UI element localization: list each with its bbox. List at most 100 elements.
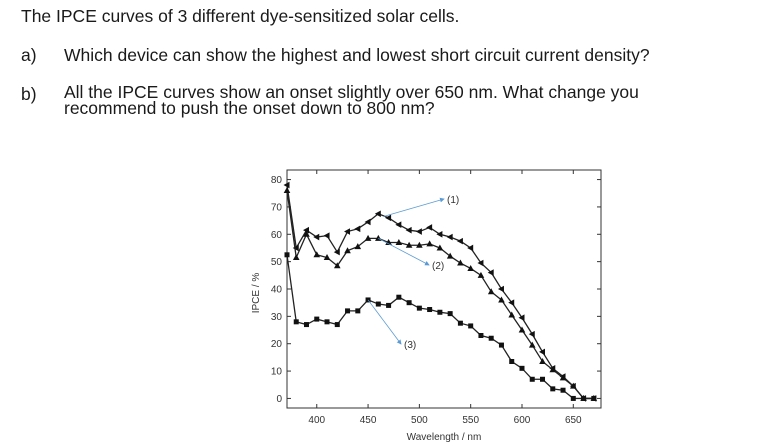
data-point-square [303, 322, 309, 328]
data-point-left-triangle [292, 244, 299, 252]
series-line-3 [286, 254, 594, 400]
data-point-square [540, 376, 546, 382]
data-point-left-triangle [477, 259, 484, 267]
y-tick-label: 10 [271, 367, 283, 378]
data-point-left-triangle [283, 181, 290, 189]
y-tick-label: 40 [271, 285, 283, 296]
data-point-left-triangle [518, 314, 525, 322]
data-point-triangle [354, 243, 362, 250]
data-point-triangle [477, 271, 485, 278]
data-point-triangle [528, 341, 536, 348]
x-tick-label: 400 [308, 415, 325, 426]
data-point-triangle [344, 247, 351, 254]
y-tick-label: 60 [271, 230, 283, 241]
data-point-left-triangle [354, 225, 361, 233]
data-point-square [314, 316, 320, 322]
x-tick-label: 650 [565, 415, 582, 426]
data-point-triangle [559, 374, 567, 381]
plot-frame [286, 169, 602, 409]
data-point-square [334, 322, 340, 328]
data-point-triangle [549, 366, 557, 373]
data-point-left-triangle [374, 210, 381, 218]
x-tick-label: 450 [360, 415, 377, 426]
data-point-left-triangle [323, 232, 330, 239]
data-point-triangle [364, 234, 372, 241]
question-b-label: b) [21, 84, 37, 104]
y-tick-label: 50 [271, 257, 283, 268]
data-point-triangle [518, 326, 526, 333]
y-tick-label: 20 [271, 339, 283, 350]
y-tick-label: 0 [276, 394, 282, 405]
data-point-left-triangle [364, 218, 371, 226]
data-point-square [468, 323, 474, 329]
data-point-left-triangle [508, 299, 515, 306]
data-point-triangle [323, 254, 331, 261]
data-point-square [529, 376, 535, 382]
data-point-square [560, 387, 566, 393]
data-point-square [345, 308, 351, 314]
annotation-arrow [367, 299, 402, 345]
annotation-label: (2) [432, 261, 444, 272]
question-b-text: All the IPCE curves show an onset slight… [64, 82, 639, 102]
data-point-square [375, 301, 381, 307]
data-point-triangle [467, 264, 474, 271]
question-b-text-line2: recommend to push the onset down to 800 … [64, 98, 435, 118]
data-point-triangle [292, 254, 300, 261]
data-point-square [293, 319, 299, 325]
data-point-triangle [283, 187, 291, 194]
data-point-left-triangle [456, 237, 463, 245]
data-point-square [478, 333, 484, 339]
data-point-left-triangle [344, 228, 351, 235]
data-point-triangle [405, 241, 413, 248]
data-point-left-triangle [302, 226, 309, 234]
x-axis-label: Wavelength / nm [407, 432, 482, 443]
data-point-square [488, 335, 494, 341]
data-point-triangle [313, 251, 321, 258]
data-point-left-triangle [405, 226, 412, 234]
x-tick-label: 550 [462, 415, 479, 426]
y-tick-label: 70 [271, 202, 283, 213]
y-axis-label: IPCE / % [251, 273, 262, 314]
data-point-left-triangle [426, 224, 433, 231]
data-point-triangle [487, 288, 495, 295]
data-point-left-triangle [487, 269, 494, 276]
data-point-left-triangle [395, 221, 402, 229]
y-tick-label: 30 [271, 312, 283, 323]
data-point-square [550, 386, 556, 392]
data-point-left-triangle [333, 248, 340, 256]
data-point-left-triangle [497, 285, 504, 293]
data-point-triangle [385, 238, 392, 245]
data-point-square [406, 300, 412, 306]
annotation-arrow [378, 238, 430, 266]
data-point-triangle [446, 252, 454, 259]
series-line-2 [286, 190, 594, 400]
data-point-left-triangle [436, 230, 443, 238]
data-point-left-triangle [313, 233, 320, 241]
data-point-triangle [539, 357, 546, 364]
data-point-square [498, 342, 504, 348]
data-point-left-triangle [539, 348, 546, 356]
question-a-text: Which device can show the highest and lo… [64, 45, 650, 65]
data-point-square [416, 305, 422, 311]
data-point-square [457, 320, 463, 326]
data-point-triangle [457, 259, 464, 266]
y-tick-label: 80 [271, 175, 283, 186]
page-title: The IPCE curves of 3 different dye-sensi… [21, 6, 460, 26]
data-point-square [355, 308, 361, 314]
data-point-square [396, 294, 402, 300]
data-point-left-triangle [415, 228, 422, 235]
data-point-triangle [395, 238, 403, 245]
data-point-triangle [333, 262, 341, 269]
data-point-left-triangle [528, 330, 535, 338]
data-point-square [427, 307, 433, 313]
data-point-square [324, 319, 330, 325]
x-tick-label: 600 [514, 415, 531, 426]
data-point-left-triangle [467, 244, 474, 252]
data-point-left-triangle [446, 233, 453, 241]
annotation-label: (3) [404, 340, 416, 351]
x-tick-label: 500 [411, 415, 428, 426]
data-point-triangle [303, 230, 310, 237]
data-point-triangle [436, 244, 444, 251]
data-point-square [447, 311, 453, 317]
data-point-square [509, 358, 515, 364]
